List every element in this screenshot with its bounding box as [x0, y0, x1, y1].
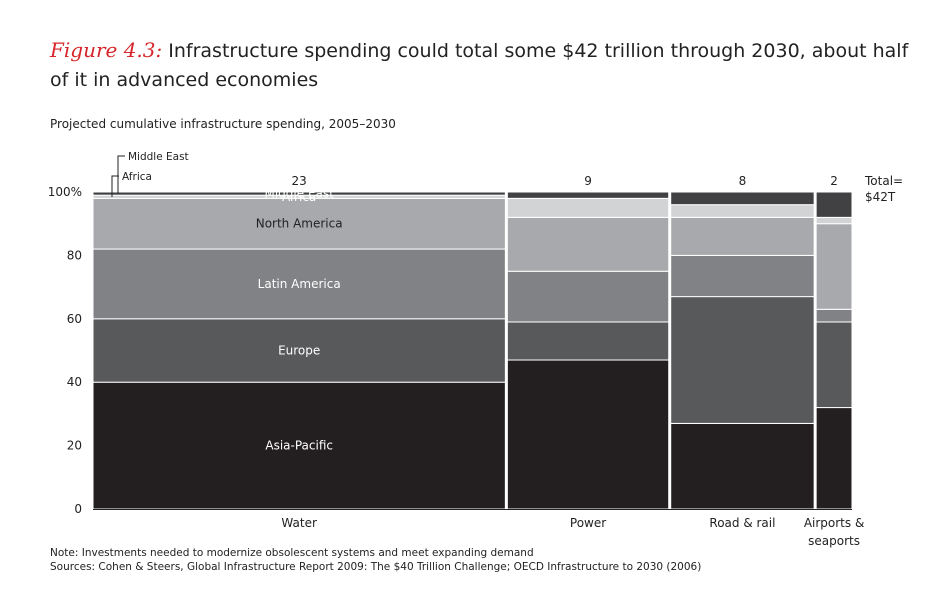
segment-power-north-america [506, 216, 670, 272]
segment-label-middle-east: Middle East [264, 187, 334, 201]
callout-leader-middle-east [117, 155, 125, 194]
column-value-road-rail: 8 [739, 174, 747, 188]
segment-label-asia-pacific: Asia-Pacific [265, 439, 333, 453]
segment-power-africa [506, 197, 670, 218]
y-tick-label: 0 [74, 502, 82, 516]
category-label-power: Power [570, 516, 606, 530]
category-label-water: Water [281, 516, 317, 530]
figure-label: Figure 4.3: [50, 38, 163, 62]
segment-road-rail-africa [670, 204, 815, 218]
segment-power-europe [506, 321, 670, 361]
segment-airports-seaports-middle-east [815, 191, 853, 218]
category-label-road-rail: Road & rail [709, 516, 775, 530]
segment-airports-seaports-africa [815, 216, 853, 225]
segment-water-latin-america [92, 248, 506, 320]
column-value-water: 23 [292, 174, 307, 188]
figure-title-text: Infrastructure spending could total some… [50, 40, 909, 91]
callout-leader-africa [111, 175, 119, 197]
column-value-power: 9 [584, 174, 592, 188]
segment-airports-seaports-north-america [815, 223, 853, 310]
segment-airports-seaports-latin-america [815, 308, 853, 323]
footnote: Note: Investments needed to modernize ob… [50, 546, 701, 574]
segment-airports-seaports-europe [815, 321, 853, 409]
total-label: Total= [864, 174, 903, 188]
total-label: $42T [865, 190, 896, 204]
segment-airports-seaports-asia-pacific [815, 407, 853, 510]
segment-road-rail-europe [670, 296, 815, 424]
segment-label-europe: Europe [278, 344, 320, 358]
segment-water-north-america [92, 197, 506, 250]
segment-road-rail-latin-america [670, 254, 815, 298]
segment-road-rail-north-america [670, 216, 815, 256]
y-tick-label: 40 [67, 375, 82, 389]
segment-label-north-america: North America [256, 217, 343, 231]
segment-road-rail-middle-east [670, 191, 815, 206]
segment-power-latin-america [506, 270, 670, 323]
note-text: Note: Investments needed to modernize ob… [50, 547, 534, 559]
segment-water-asia-pacific [92, 381, 506, 510]
segment-label-latin-america: Latin America [258, 277, 341, 291]
y-tick-label: 100% [48, 185, 82, 199]
category-label-airports-seaports: seaports [808, 534, 860, 548]
y-tick-label: 20 [67, 439, 82, 453]
column-value-airports-seaports: 2 [830, 174, 838, 188]
sources-text: Sources: Cohen & Steers, Global Infrastr… [50, 561, 702, 573]
callout-middle-east: Middle East [128, 151, 189, 163]
segment-power-middle-east [506, 191, 670, 199]
segment-road-rail-asia-pacific [670, 422, 815, 510]
y-tick-label: 60 [67, 312, 82, 326]
chart-subtitle: Projected cumulative infrastructure spen… [50, 117, 396, 131]
category-label-airports-seaports: Airports & [804, 516, 865, 530]
segment-power-asia-pacific [506, 359, 670, 510]
callout-africa: Africa [122, 171, 152, 183]
y-tick-label: 80 [67, 248, 82, 262]
figure-title: Figure 4.3: Infrastructure spending could… [50, 36, 930, 95]
segment-water-europe [92, 318, 506, 383]
segment-water-middle-east [92, 191, 506, 196]
